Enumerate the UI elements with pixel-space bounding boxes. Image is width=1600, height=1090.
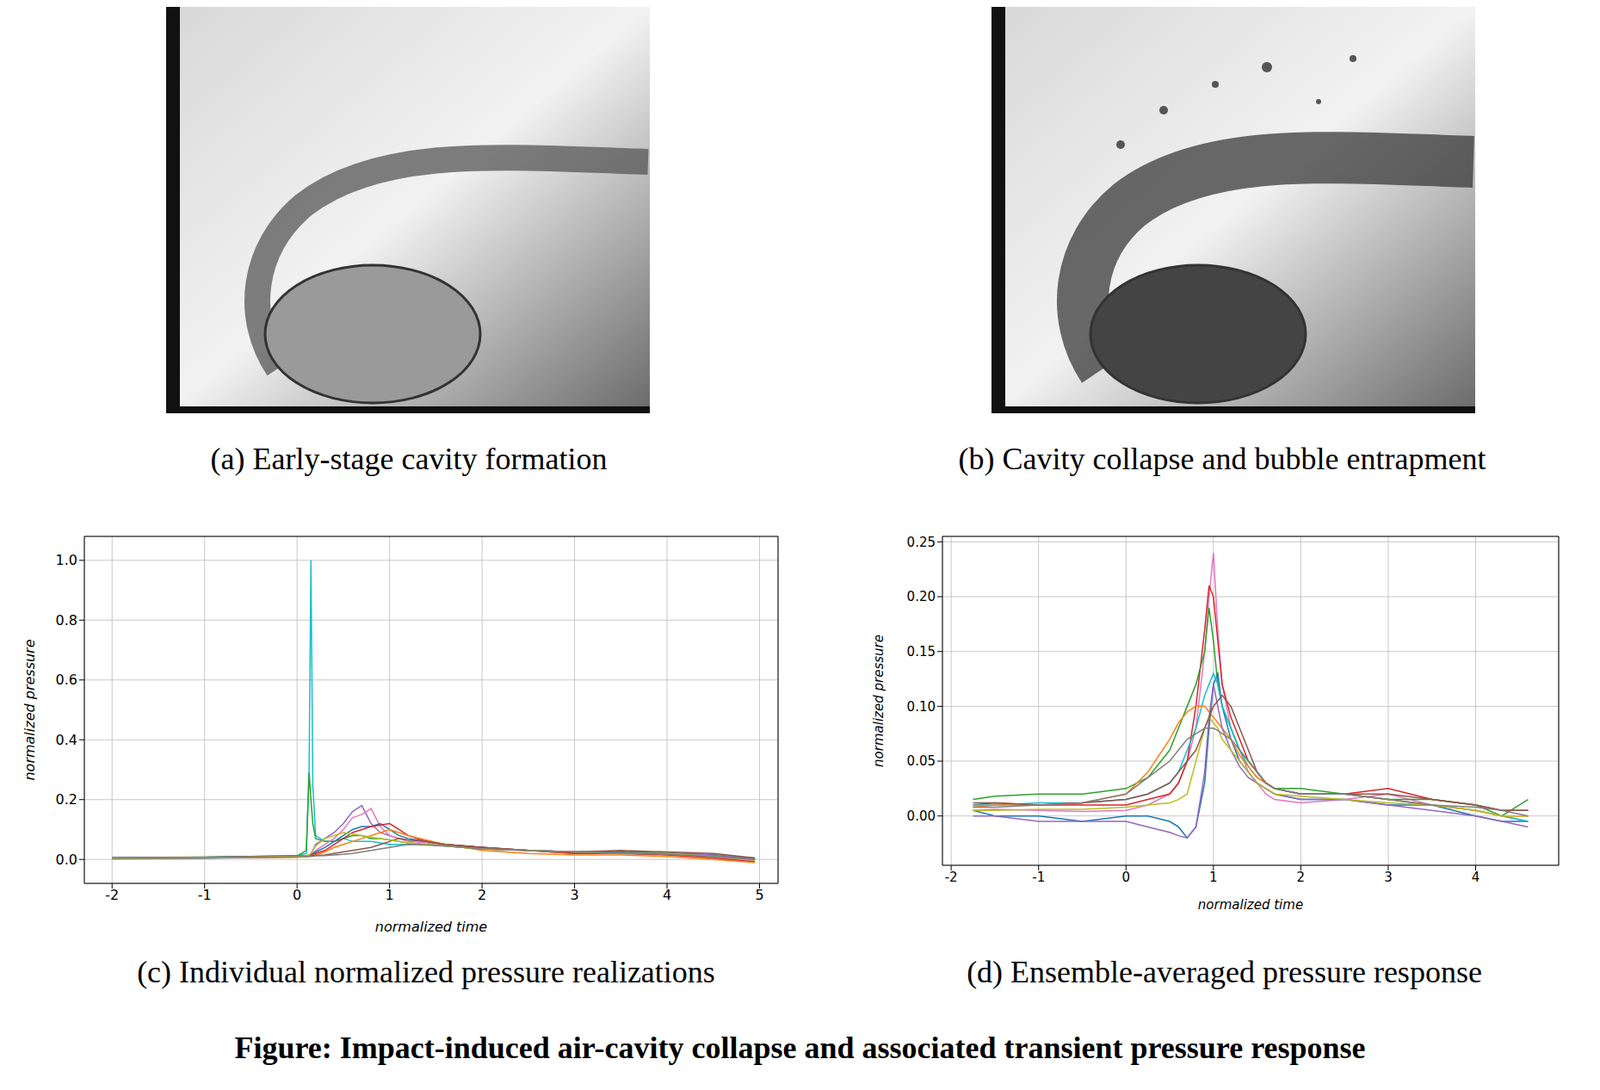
svg-text:1: 1 — [1209, 869, 1218, 885]
svg-text:0.8: 0.8 — [55, 611, 78, 629]
html-text:Figure: Impact-induced air-cav: Figure: Impact-induced air-cavity collap… — [234, 1030, 1366, 1065]
svg-text:3: 3 — [569, 886, 579, 903]
svg-text:0.4: 0.4 — [55, 731, 78, 748]
svg-text:5: 5 — [754, 886, 764, 903]
svg-text:0.20: 0.20 — [907, 588, 936, 605]
svg-text:2: 2 — [477, 886, 487, 903]
svg-text:-2: -2 — [945, 869, 958, 885]
svg-text:0.6: 0.6 — [55, 671, 78, 688]
svg-text:normalized pressure: normalized pressure — [871, 634, 887, 767]
svg-text:3: 3 — [1383, 869, 1393, 885]
svg-text:4: 4 — [662, 886, 672, 903]
svg-text:0: 0 — [292, 886, 302, 903]
svg-text:0.15: 0.15 — [907, 643, 936, 660]
svg-text:0.05: 0.05 — [907, 753, 936, 769]
svg-text:0: 0 — [1122, 869, 1131, 885]
html-text:(b) Cavity collapse and bubble: (b) Cavity collapse and bubble entrapmen… — [958, 441, 1486, 476]
svg-text:-2: -2 — [105, 886, 119, 903]
html-text:(c) Individual normalized pres: (c) Individual normalized pressure reali… — [136, 954, 716, 989]
svg-text:0.00: 0.00 — [907, 808, 936, 824]
svg-text:0.25: 0.25 — [907, 534, 936, 550]
svg-text:normalized time: normalized time — [375, 918, 489, 935]
svg-text:1: 1 — [385, 886, 395, 903]
svg-text:-1: -1 — [197, 886, 212, 903]
svg-text:0.0: 0.0 — [55, 851, 78, 868]
svg-text:0.2: 0.2 — [55, 790, 78, 808]
svg-text:2: 2 — [1297, 869, 1306, 885]
svg-text:normalized time: normalized time — [1198, 896, 1304, 913]
svg-text:-1: -1 — [1031, 869, 1045, 885]
svg-text:1.0: 1.0 — [55, 551, 78, 569]
svg-text:normalized pressure: normalized pressure — [21, 638, 38, 780]
html-text:(a) Early-stage cavity formati: (a) Early-stage cavity formation — [210, 441, 608, 476]
svg-text:4: 4 — [1471, 869, 1481, 885]
html-text:(d) Ensemble-averaged pressure: (d) Ensemble-averaged pressure response — [966, 954, 1483, 989]
svg-text:0.10: 0.10 — [907, 698, 936, 715]
